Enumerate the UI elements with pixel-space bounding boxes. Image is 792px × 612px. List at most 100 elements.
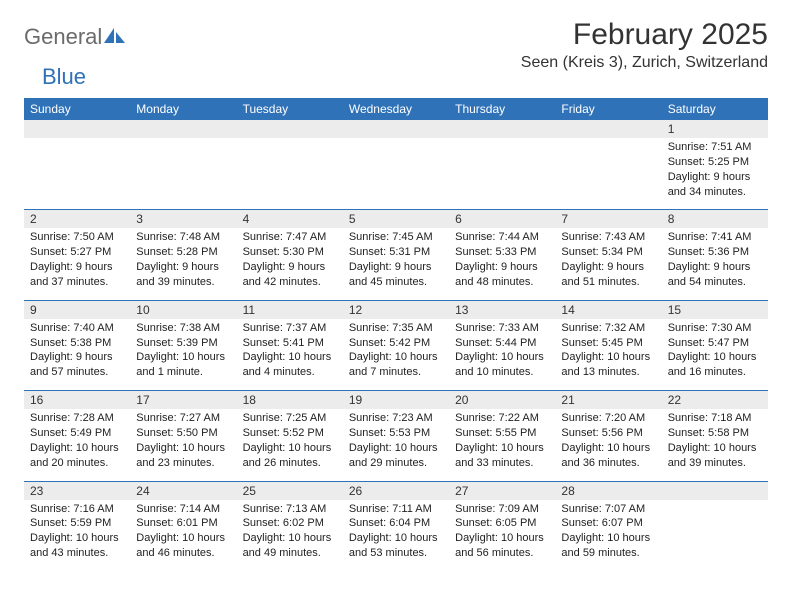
sunrise-text: Sunrise: 7:25 AM [243, 411, 337, 426]
sunset-text: Sunset: 5:45 PM [561, 336, 655, 351]
sunset-text: Sunset: 5:36 PM [668, 245, 762, 260]
day-content-cell: Sunrise: 7:33 AMSunset: 5:44 PMDaylight:… [449, 319, 555, 391]
daylight-text-1: Daylight: 9 hours [30, 350, 124, 365]
daylight-text-1: Daylight: 10 hours [136, 441, 230, 456]
sunrise-text: Sunrise: 7:11 AM [349, 502, 443, 517]
dayhead-tue: Tuesday [237, 98, 343, 120]
sunrise-text: Sunrise: 7:23 AM [349, 411, 443, 426]
dayhead-sat: Saturday [662, 98, 768, 120]
sunset-text: Sunset: 5:39 PM [136, 336, 230, 351]
day-content-cell: Sunrise: 7:38 AMSunset: 5:39 PMDaylight:… [130, 319, 236, 391]
dayhead-wed: Wednesday [343, 98, 449, 120]
daylight-text-1: Daylight: 9 hours [30, 260, 124, 275]
day-number-cell: 28 [555, 481, 661, 500]
sunset-text: Sunset: 5:27 PM [30, 245, 124, 260]
logo: General [24, 18, 128, 50]
daylight-text-2: and 13 minutes. [561, 365, 655, 380]
sunrise-text: Sunrise: 7:27 AM [136, 411, 230, 426]
sunrise-text: Sunrise: 7:38 AM [136, 321, 230, 336]
day-content-cell [24, 138, 130, 210]
day-content-cell: Sunrise: 7:28 AMSunset: 5:49 PMDaylight:… [24, 409, 130, 481]
daylight-text-2: and 34 minutes. [668, 185, 762, 200]
day-content-cell: Sunrise: 7:44 AMSunset: 5:33 PMDaylight:… [449, 228, 555, 300]
sunrise-text: Sunrise: 7:37 AM [243, 321, 337, 336]
day-number-cell: 16 [24, 391, 130, 410]
daylight-text-2: and 45 minutes. [349, 275, 443, 290]
daylight-text-1: Daylight: 10 hours [136, 531, 230, 546]
day-number-cell [24, 120, 130, 138]
daylight-text-1: Daylight: 10 hours [30, 531, 124, 546]
day-header-row: Sunday Monday Tuesday Wednesday Thursday… [24, 98, 768, 120]
day-number-cell: 2 [24, 210, 130, 229]
daylight-text-1: Daylight: 10 hours [561, 350, 655, 365]
sunrise-text: Sunrise: 7:35 AM [349, 321, 443, 336]
sunset-text: Sunset: 5:56 PM [561, 426, 655, 441]
dayhead-fri: Friday [555, 98, 661, 120]
daylight-text-1: Daylight: 10 hours [561, 441, 655, 456]
sunrise-text: Sunrise: 7:22 AM [455, 411, 549, 426]
day-content-row: Sunrise: 7:51 AMSunset: 5:25 PMDaylight:… [24, 138, 768, 210]
sunrise-text: Sunrise: 7:41 AM [668, 230, 762, 245]
sunset-text: Sunset: 5:25 PM [668, 155, 762, 170]
day-content-cell: Sunrise: 7:50 AMSunset: 5:27 PMDaylight:… [24, 228, 130, 300]
day-content-cell: Sunrise: 7:23 AMSunset: 5:53 PMDaylight:… [343, 409, 449, 481]
day-number-cell: 18 [237, 391, 343, 410]
day-number-row: 232425262728 [24, 481, 768, 500]
sunrise-text: Sunrise: 7:45 AM [349, 230, 443, 245]
daylight-text-2: and 37 minutes. [30, 275, 124, 290]
day-content-cell [130, 138, 236, 210]
day-content-cell [343, 138, 449, 210]
sunrise-text: Sunrise: 7:30 AM [668, 321, 762, 336]
day-content-cell: Sunrise: 7:25 AMSunset: 5:52 PMDaylight:… [237, 409, 343, 481]
dayhead-thu: Thursday [449, 98, 555, 120]
day-number-cell: 5 [343, 210, 449, 229]
daylight-text-1: Daylight: 10 hours [349, 531, 443, 546]
day-content-cell [662, 500, 768, 571]
sunrise-text: Sunrise: 7:16 AM [30, 502, 124, 517]
daylight-text-2: and 42 minutes. [243, 275, 337, 290]
day-content-row: Sunrise: 7:40 AMSunset: 5:38 PMDaylight:… [24, 319, 768, 391]
day-content-cell: Sunrise: 7:13 AMSunset: 6:02 PMDaylight:… [237, 500, 343, 571]
daylight-text-1: Daylight: 10 hours [243, 441, 337, 456]
day-content-cell: Sunrise: 7:43 AMSunset: 5:34 PMDaylight:… [555, 228, 661, 300]
day-number-cell: 1 [662, 120, 768, 138]
sunrise-text: Sunrise: 7:20 AM [561, 411, 655, 426]
sunset-text: Sunset: 5:55 PM [455, 426, 549, 441]
day-number-row: 2345678 [24, 210, 768, 229]
daylight-text-1: Daylight: 10 hours [455, 441, 549, 456]
sunrise-text: Sunrise: 7:48 AM [136, 230, 230, 245]
day-number-cell: 24 [130, 481, 236, 500]
daylight-text-1: Daylight: 9 hours [668, 260, 762, 275]
day-number-cell [343, 120, 449, 138]
month-title: February 2025 [521, 18, 768, 52]
day-number-cell: 14 [555, 300, 661, 319]
sunset-text: Sunset: 5:42 PM [349, 336, 443, 351]
day-content-cell: Sunrise: 7:11 AMSunset: 6:04 PMDaylight:… [343, 500, 449, 571]
day-number-cell: 27 [449, 481, 555, 500]
calendar-table: Sunday Monday Tuesday Wednesday Thursday… [24, 98, 768, 571]
daylight-text-2: and 49 minutes. [243, 546, 337, 561]
sunrise-text: Sunrise: 7:50 AM [30, 230, 124, 245]
daylight-text-2: and 46 minutes. [136, 546, 230, 561]
daylight-text-2: and 57 minutes. [30, 365, 124, 380]
dayhead-mon: Monday [130, 98, 236, 120]
calendar-body: 1Sunrise: 7:51 AMSunset: 5:25 PMDaylight… [24, 120, 768, 571]
day-number-cell: 25 [237, 481, 343, 500]
logo-text-blue: Blue [42, 64, 86, 90]
day-number-row: 9101112131415 [24, 300, 768, 319]
daylight-text-1: Daylight: 10 hours [30, 441, 124, 456]
daylight-text-2: and 4 minutes. [243, 365, 337, 380]
daylight-text-2: and 29 minutes. [349, 456, 443, 471]
daylight-text-2: and 39 minutes. [668, 456, 762, 471]
day-number-cell: 26 [343, 481, 449, 500]
daylight-text-1: Daylight: 10 hours [668, 350, 762, 365]
sunrise-text: Sunrise: 7:51 AM [668, 140, 762, 155]
day-number-cell: 3 [130, 210, 236, 229]
daylight-text-1: Daylight: 10 hours [455, 350, 549, 365]
sunrise-text: Sunrise: 7:28 AM [30, 411, 124, 426]
calendar-page: General February 2025 Seen (Kreis 3), Zu… [0, 0, 792, 571]
day-number-cell: 8 [662, 210, 768, 229]
day-number-cell [662, 481, 768, 500]
daylight-text-1: Daylight: 10 hours [349, 350, 443, 365]
sunrise-text: Sunrise: 7:40 AM [30, 321, 124, 336]
